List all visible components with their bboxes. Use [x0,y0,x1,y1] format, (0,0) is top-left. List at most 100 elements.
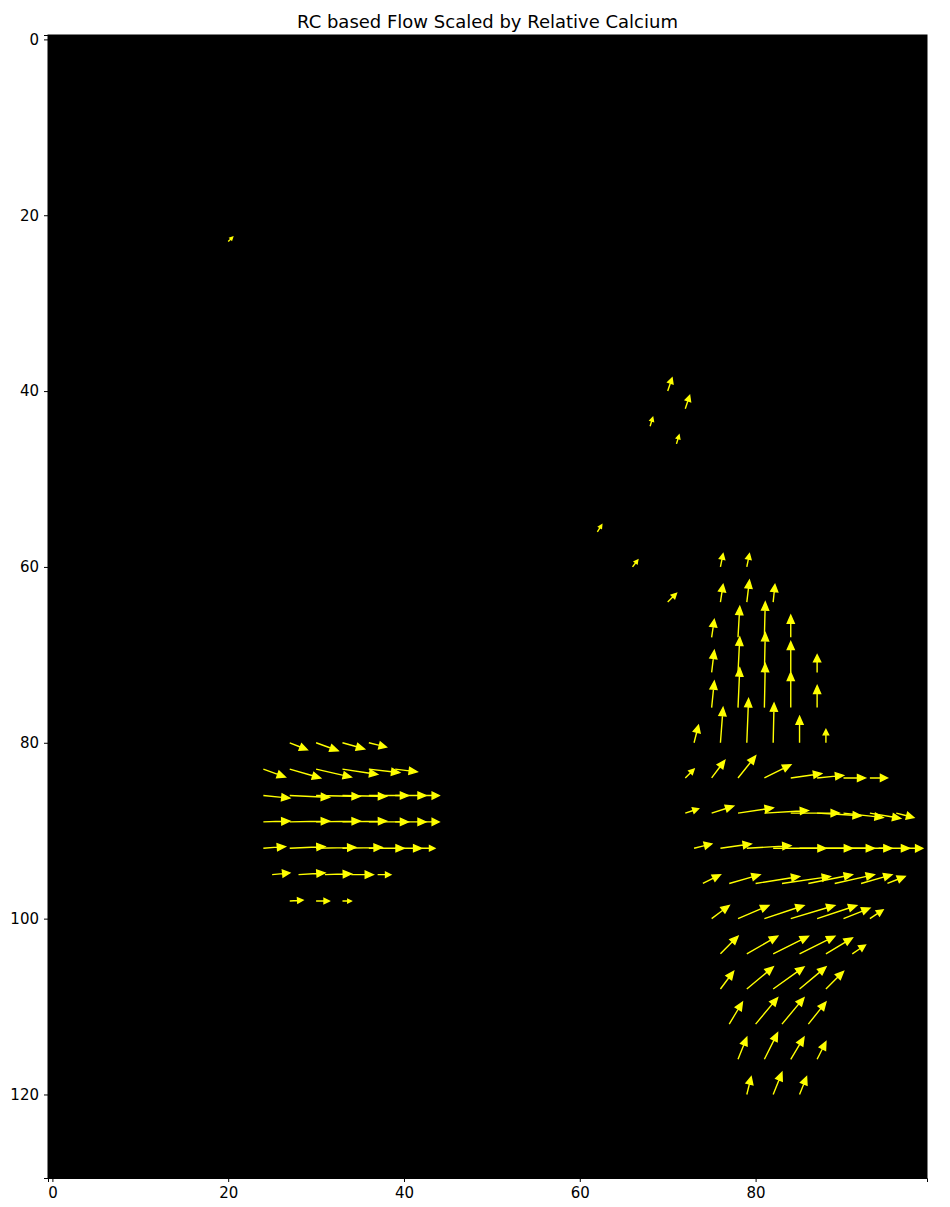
tick-mark [44,743,48,744]
arrow [342,743,364,750]
arrow [782,998,804,1024]
tick-label: 100 [10,910,39,928]
arrow [870,813,901,820]
tick: 120 [10,1086,48,1104]
tick: 60 [571,1178,590,1202]
axis-line [44,36,49,1179]
arrow [422,792,440,799]
arrow [905,845,923,852]
tick: 40 [20,382,48,400]
plot-background [48,35,927,1178]
tick: 100 [10,910,48,928]
arrow [791,904,835,918]
arrow [861,873,892,883]
tick-label: 40 [395,1184,414,1202]
arrow [736,607,743,638]
arrow [756,998,778,1024]
arrow [685,395,690,408]
arrow [817,773,843,780]
arrow [745,580,752,602]
arrow [773,967,804,989]
arrow [703,875,721,884]
tick-mark [228,1178,229,1182]
arrow [870,774,888,781]
arrow [736,668,743,708]
arrows [228,237,922,1094]
arrow [791,810,839,817]
arrow [870,910,883,919]
arrow [342,844,382,851]
tick-mark [44,919,48,920]
tick: 20 [20,207,48,225]
arrow [843,908,869,919]
arrow [228,237,232,241]
arrow [738,905,769,918]
arrow [650,417,654,426]
arrow [787,642,794,673]
arrow [817,812,861,819]
tick-mark [44,391,48,392]
arrow [738,1037,747,1059]
arrow [290,743,308,750]
tick: 80 [20,734,48,752]
tick-mark [44,215,48,216]
arrow [791,771,822,778]
arrow [852,945,865,954]
arrow [879,845,910,852]
arrow [738,806,773,814]
arrow [738,756,756,778]
plot-frame [48,35,927,1178]
arrow [710,650,717,672]
arrow [729,1002,742,1024]
arrow [762,664,769,708]
tick-label: 0 [29,31,39,49]
tick: 80 [747,1178,766,1202]
arrow [736,637,743,672]
arrow [808,1002,826,1024]
arrow [342,899,351,903]
arrow [668,593,677,602]
arrow [710,681,717,707]
arrow [342,818,386,825]
arrow [316,743,338,751]
arrow [747,936,778,954]
arrow [814,655,821,673]
arrow [719,554,724,567]
arrow [773,1072,782,1094]
arrow [395,767,417,774]
arrow [773,936,808,954]
arrow [685,808,698,813]
tick-mark [52,1178,53,1182]
tick-label: 60 [571,1184,590,1202]
arrow [770,703,777,743]
arrow [817,1042,826,1060]
arrow [342,769,377,777]
arrow [823,730,828,743]
tick: 40 [395,1178,414,1202]
arrow [787,672,794,707]
arrow [263,794,289,801]
arrow [747,967,773,989]
title: RC based Flow Scaled by Relative Calcium [297,11,678,32]
arrow [745,699,752,743]
arrow [351,871,373,878]
arrow [826,938,852,954]
arrow [764,765,790,778]
arrow [800,1077,807,1095]
arrow [719,708,726,743]
y-axis: 020406080100120 [10,31,48,1179]
tick: 20 [219,1178,238,1202]
tick-mark [44,567,48,568]
tick-mark [404,1178,405,1182]
arrow [633,560,638,567]
arrow [597,525,601,532]
arrow [272,870,290,877]
arrow [791,1037,804,1059]
arrow [395,845,421,852]
arrow [719,585,726,603]
arrow [668,378,673,391]
arrow [263,844,285,851]
arrow [342,793,386,800]
arrow [796,716,803,742]
arrow [422,818,440,825]
